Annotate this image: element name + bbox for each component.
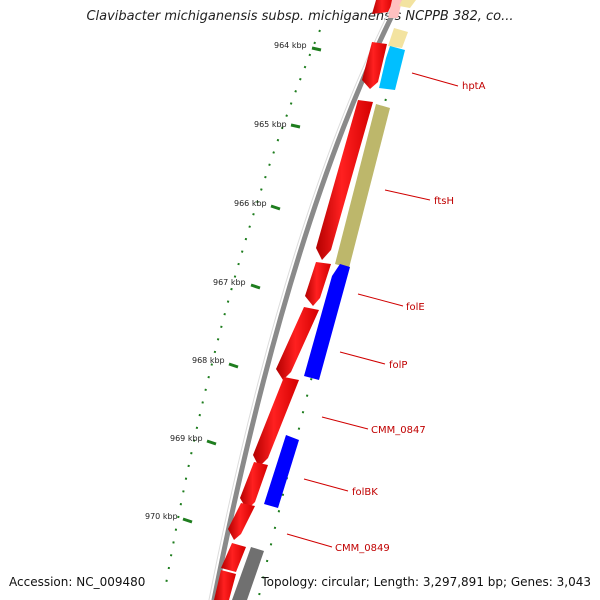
gene-small-yellow[interactable] (399, 0, 416, 8)
gene-folE-shape[interactable] (304, 264, 350, 380)
scale-label-966: 966 kbp (234, 199, 267, 208)
gene-cds-red[interactable] (221, 543, 246, 572)
gene-label-ftsH[interactable]: ftsH (434, 196, 454, 207)
gene-ftsH-shape[interactable] (335, 104, 390, 268)
gene-label-folE[interactable]: folE (406, 302, 425, 313)
scale-label-968: 968 kbp (192, 356, 225, 365)
gene-label-folBK[interactable]: folBK (352, 487, 378, 498)
gene-label-folP[interactable]: folP (389, 360, 407, 371)
gene-label-hptA[interactable]: hptA (462, 81, 486, 92)
gene-folBK-shape[interactable] (264, 435, 299, 508)
gene-grey-shape[interactable] (232, 547, 264, 600)
gc-skew-dots (164, 29, 321, 591)
gene-cds-red[interactable] (316, 100, 373, 260)
gene-cds-red[interactable] (214, 570, 236, 600)
accession-text: Accession: NC_009480 (9, 575, 146, 589)
forward-strand (214, 0, 394, 600)
gene-hptA-shape[interactable] (379, 46, 405, 90)
scale-label-967: 967 kbp (213, 278, 246, 287)
gene-cds-red[interactable] (253, 377, 299, 467)
map-title: Clavibacter michiganensis subsp. michiga… (86, 9, 514, 24)
backbone-inner (208, 0, 396, 600)
gene-small-yellow[interactable] (388, 28, 408, 48)
gene-label-CMM_0847[interactable]: CMM_0847 (371, 425, 426, 436)
gene-cds-red[interactable] (372, 0, 394, 14)
scale-label-970: 970 kbp (145, 512, 178, 521)
scale-label-964: 964 kbp (274, 41, 307, 50)
genome-summary-text: Topology: circular; Length: 3,297,891 bp… (261, 575, 591, 589)
gene-label-CMM_0849[interactable]: CMM_0849 (335, 543, 390, 554)
scale-label-965: 965 kbp (254, 120, 287, 129)
gene-cds-red[interactable] (305, 262, 331, 306)
gene-cds-red[interactable] (240, 462, 268, 510)
scale-label-969: 969 kbp (170, 434, 203, 443)
gene-cds-red[interactable] (276, 307, 319, 380)
reverse-strand (232, 0, 416, 600)
gene-small-pink[interactable] (388, 0, 402, 18)
scale-ticks (182, 46, 322, 524)
gene-cds-red[interactable] (362, 42, 387, 89)
gene-leaders (286, 72, 459, 548)
gene-cds-red[interactable] (228, 503, 255, 540)
